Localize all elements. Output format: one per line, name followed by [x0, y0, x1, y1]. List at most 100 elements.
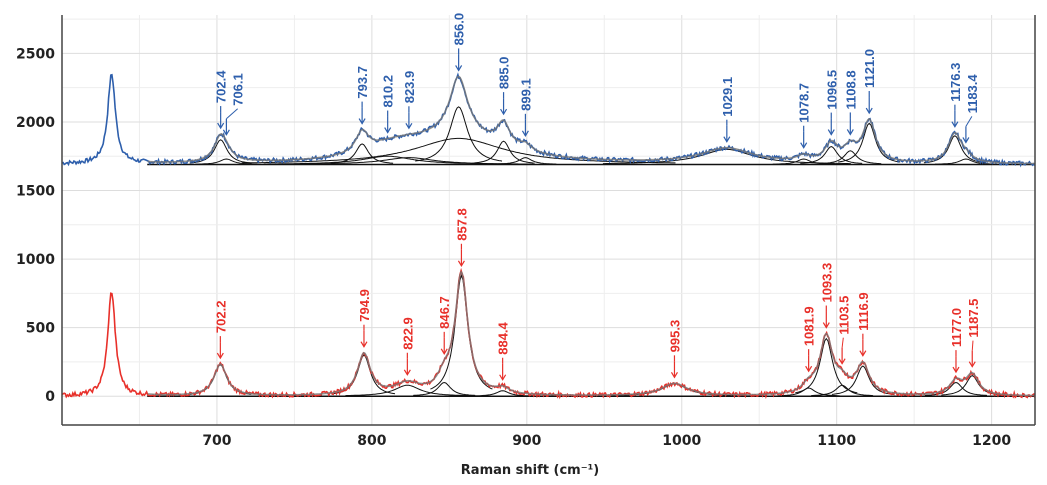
arrow-leader: [965, 116, 973, 127]
y-tick-label: 1000: [16, 252, 55, 268]
arrow-head-icon: [859, 350, 867, 357]
peak-annotation: 1081.9: [802, 306, 817, 373]
peak-annotation: 1029.1: [720, 77, 735, 143]
arrow-head-icon: [865, 107, 873, 115]
arrow-head-icon: [222, 129, 230, 136]
arrow-head-icon: [670, 372, 678, 379]
peak-annotation: 702.4: [214, 70, 229, 130]
arrow-head-icon: [216, 352, 224, 360]
peak-label: 846.7: [437, 296, 452, 329]
peak-annotation: 1103.5: [836, 296, 851, 365]
fit-component: [777, 387, 840, 397]
peak-annotation: 1177.0: [949, 308, 964, 374]
fit-component: [285, 157, 533, 165]
y-tick-label: 2500: [16, 46, 55, 62]
peak-label: 1176.3: [948, 63, 963, 102]
peak-label: 823.9: [402, 71, 417, 104]
peak-label: 794.9: [357, 289, 372, 322]
x-tick-label: 1000: [662, 433, 701, 449]
arrow-head-icon: [827, 129, 835, 136]
peak-annotation: 1187.5: [966, 299, 981, 368]
x-tick-label: 1200: [972, 433, 1011, 449]
peak-label: 702.2: [213, 301, 228, 334]
arrow-head-icon: [499, 374, 507, 381]
x-tick-label: 800: [357, 433, 386, 449]
peak-annotation: 857.8: [454, 208, 469, 267]
peak-label: 995.3: [667, 320, 682, 353]
arrow-head-icon: [968, 361, 976, 368]
peak-annotation: 706.1: [222, 73, 246, 136]
fit-component: [819, 150, 882, 165]
peak-label: 706.1: [231, 73, 246, 106]
peak-label: 1103.5: [836, 296, 851, 335]
y-tick-label: 500: [26, 321, 55, 337]
y-tick-label: 0: [45, 389, 55, 405]
arrow-head-icon: [403, 369, 411, 376]
peak-annotation: 793.7: [355, 66, 370, 125]
arrow-leader: [226, 108, 238, 120]
fit-component: [838, 122, 901, 163]
arrow-head-icon: [822, 322, 830, 329]
fit-component: [241, 137, 676, 164]
arrow-head-icon: [838, 358, 846, 365]
arrow-head-icon: [951, 121, 959, 128]
arrow-head-icon: [962, 137, 970, 144]
peak-annotation: 1183.4: [962, 74, 980, 144]
fit-component: [795, 337, 858, 394]
peak-label: 857.8: [454, 208, 469, 241]
peak-label: 702.4: [214, 70, 229, 103]
y-tick-label: 2000: [16, 115, 55, 131]
fit-component: [345, 384, 470, 397]
peak-annotations: 702.4 706.1 793.7 810.2 823.9 856.0 885.0 899.1…: [213, 13, 981, 381]
peak-label: 1187.5: [966, 299, 981, 338]
peak-label: 1121.0: [862, 49, 877, 88]
fit-component: [494, 157, 557, 165]
arrow-head-icon: [440, 348, 448, 356]
spectrum-line: [61, 72, 1036, 168]
peak-label: 1177.0: [949, 308, 964, 347]
x-tick-label: 1100: [817, 433, 856, 449]
axes: 700 800 900 1000 1100 1200 0 500 1000 1500 2000 250…: [16, 15, 1036, 449]
peak-annotation: 702.2: [213, 301, 228, 360]
peak-label: 884.4: [496, 321, 511, 354]
arrow-head-icon: [952, 366, 960, 374]
peak-annotation: 885.0: [497, 57, 512, 116]
arrow-head-icon: [455, 65, 463, 72]
arrow-head-icon: [805, 365, 813, 373]
fit-component: [923, 135, 986, 164]
peak-label: 810.2: [381, 75, 396, 108]
grid: [62, 15, 1035, 425]
arrow-head-icon: [405, 122, 413, 130]
peak-label: 822.9: [400, 317, 415, 350]
arrow-head-icon: [846, 129, 854, 136]
peak-annotation: 1093.3: [819, 263, 834, 329]
peak-annotation: 823.9: [402, 71, 417, 130]
fit-component: [189, 364, 252, 395]
peak-annotation: 1121.0: [862, 49, 877, 115]
peak-annotation: 794.9: [357, 289, 372, 348]
peak-label: 856.0: [452, 13, 467, 46]
x-tick-label: 700: [202, 433, 231, 449]
arrow-head-icon: [217, 122, 225, 130]
fit-component: [800, 146, 863, 164]
peak-annotation: 846.7: [437, 296, 452, 356]
fit-component: [415, 106, 503, 162]
peak-label: 885.0: [497, 57, 512, 90]
peak-annotation: 1096.5: [824, 70, 839, 136]
peak-label: 1029.1: [720, 77, 735, 117]
arrow-head-icon: [384, 127, 392, 134]
peak-label: 1108.8: [843, 70, 858, 109]
arrow-head-icon: [521, 130, 529, 138]
spectrum-line: [61, 267, 1036, 400]
arrow-head-icon: [358, 118, 366, 125]
peak-annotation: 810.2: [381, 75, 396, 134]
peak-label: 899.1: [518, 78, 533, 111]
x-tick-label: 900: [512, 433, 541, 449]
spectra-lines: [61, 72, 1036, 400]
fit-sum-line: [147, 75, 1035, 165]
fit-component: [413, 381, 476, 396]
peak-annotation: 1108.8: [843, 70, 858, 136]
peak-label: 1093.3: [819, 263, 834, 303]
peak-annotation: 1078.7: [797, 83, 812, 149]
